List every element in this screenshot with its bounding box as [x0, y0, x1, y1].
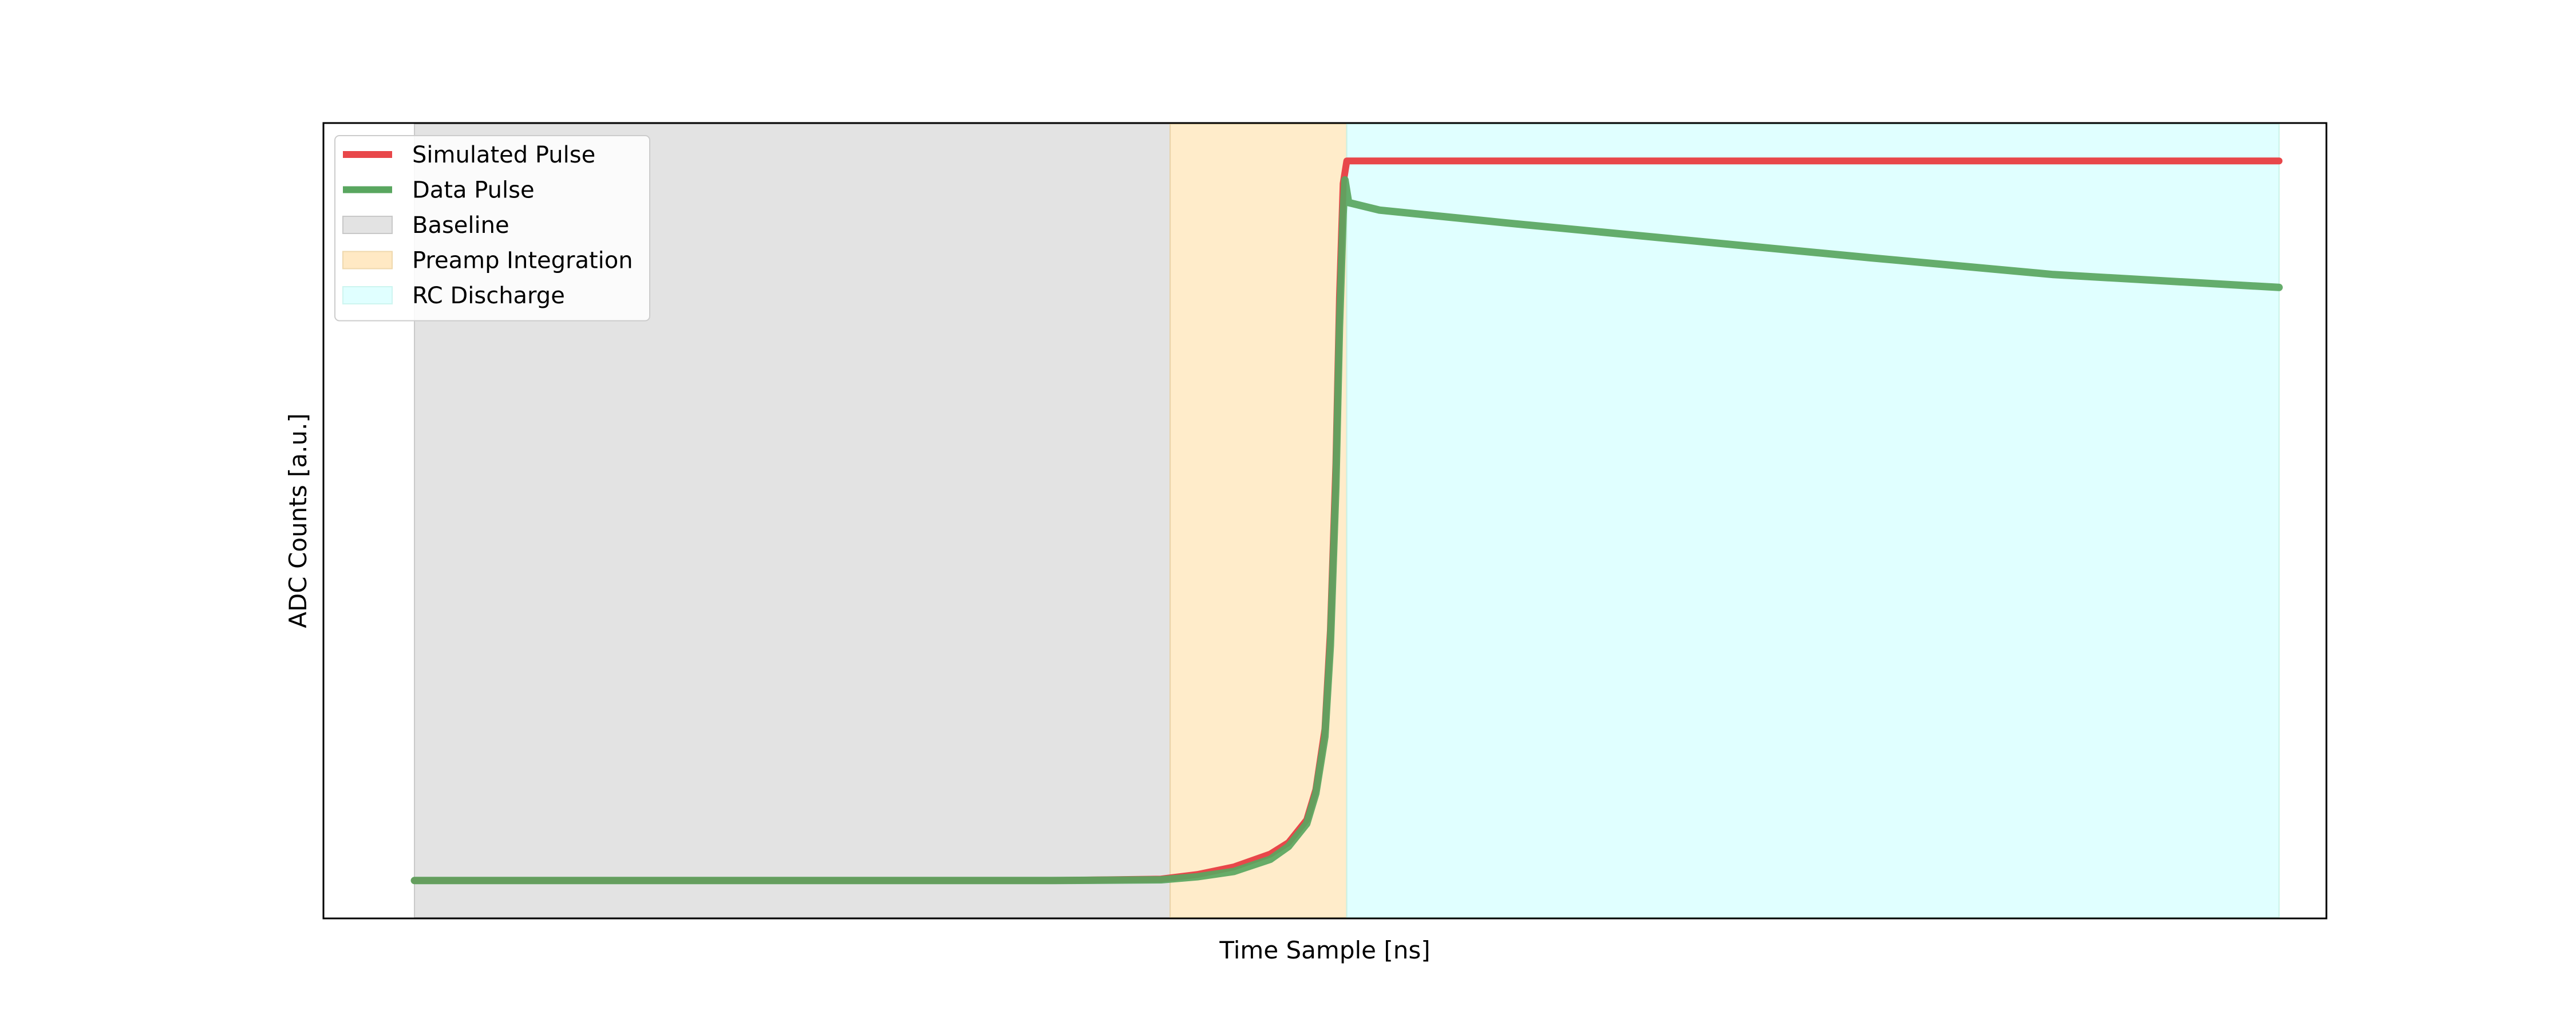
x-axis-label: Time Sample [ns] [1219, 936, 1430, 964]
region-preamp-integration [1170, 123, 1348, 918]
shaded-regions [414, 123, 2280, 918]
legend-label: Data Pulse [412, 177, 535, 204]
region-rc-discharge [1346, 123, 2280, 918]
legend: Simulated Pulse Data Pulse Baseline Preamp … [334, 135, 650, 322]
y-axis-label: ADC Counts [a.u.] [284, 413, 312, 628]
legend-patch-swatch [342, 286, 393, 304]
legend-label: Preamp Integration [412, 248, 633, 274]
series-lines [410, 157, 2283, 885]
legend-patch-swatch [342, 216, 393, 234]
legend-item: Simulated Pulse [343, 142, 595, 168]
legend-label: Baseline [412, 212, 509, 239]
legend-item: Data Pulse [343, 177, 535, 204]
legend-item: Preamp Integration [342, 248, 633, 274]
series-data-pulse [410, 176, 2283, 885]
legend-item: RC Discharge [342, 283, 565, 309]
legend-label: Simulated Pulse [412, 142, 595, 168]
legend-item: Baseline [342, 212, 509, 239]
legend-patch-swatch [342, 251, 393, 270]
legend-label: RC Discharge [412, 283, 565, 309]
axes-frame [322, 122, 2328, 920]
legend-box [334, 135, 650, 322]
